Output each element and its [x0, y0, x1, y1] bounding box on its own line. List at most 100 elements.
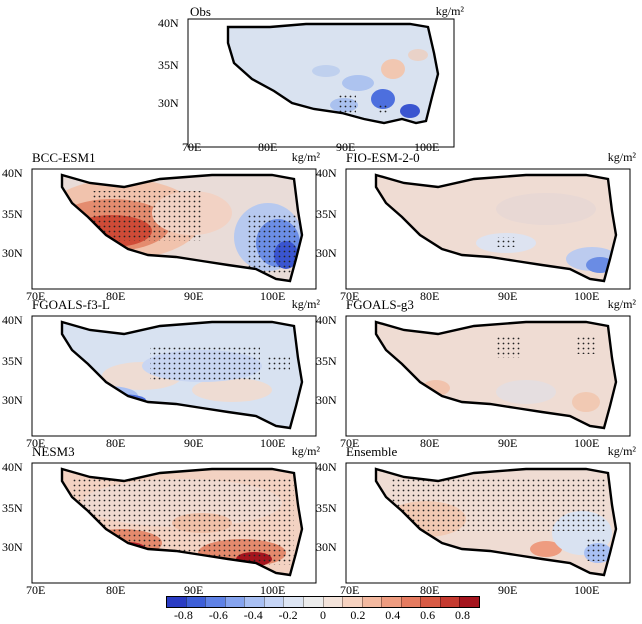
lat-tick: 40N: [2, 460, 23, 474]
lon-tick: 100E: [574, 436, 600, 450]
lat-tick: 35N: [2, 354, 23, 368]
lat-tick: 40N: [316, 460, 337, 474]
colorbar-swatch: [420, 597, 440, 607]
lat-tick: 30N: [2, 246, 23, 260]
colorbar-swatch: [439, 597, 460, 607]
colorbar-swatch: [361, 597, 382, 607]
panel-title: FGOALS-g3: [346, 297, 414, 312]
lon-tick: 100E: [260, 289, 286, 303]
plateau-boundary: [60, 320, 304, 430]
lon-tick: 80E: [420, 289, 440, 303]
panel-nesm3: NESM3 kg/m² 40N 35N 30N 70E 80E 90E 100E: [2, 444, 320, 597]
colorbar-label: 0: [320, 608, 326, 622]
colorbar-swatch: [167, 597, 186, 607]
lat-tick: 35N: [158, 58, 179, 72]
colorbar-swatch: [244, 597, 264, 607]
lat-tick: 30N: [158, 96, 179, 110]
lat-tick: 30N: [316, 393, 337, 407]
colorbar-swatch: [224, 597, 245, 607]
colorbar-swatch: [400, 597, 421, 607]
panel-fio: FIO-ESM-2-0 kg/m² 40N 35N 30N 70E 80E 90…: [316, 150, 636, 303]
lat-tick: 40N: [2, 166, 23, 180]
lon-tick: 100E: [414, 140, 440, 154]
panel-unit: kg/m²: [291, 150, 320, 164]
colorbar-swatch: [342, 597, 362, 607]
lat-tick: 30N: [316, 540, 337, 554]
panel-ensemble: Ensemble kg/m² 40N 35N 30N 70E 80E 90E 1…: [316, 444, 636, 597]
map-frame: [345, 315, 631, 437]
colorbar-swatches: [166, 596, 480, 608]
lon-tick: 80E: [420, 436, 440, 450]
lon-tick: 80E: [420, 583, 440, 597]
lon-tick: 70E: [26, 436, 46, 450]
map-frame: [345, 168, 631, 290]
lon-tick: 100E: [260, 436, 286, 450]
panel-unit: kg/m²: [607, 150, 636, 164]
panel-unit: kg/m²: [435, 4, 464, 18]
lat-tick: 35N: [316, 207, 337, 221]
lon-tick: 100E: [574, 289, 600, 303]
colorbar-label: -0.6: [208, 608, 228, 622]
panel-obs: Obs kg/m² 40N 35N 30N 70E 80E 90E 100E: [158, 4, 464, 154]
panel-title: BCC-ESM1: [32, 150, 96, 165]
colorbar-label: 0.6: [420, 608, 436, 622]
lat-tick: 30N: [2, 540, 23, 554]
lat-tick: 35N: [316, 354, 337, 368]
panel-title: FIO-ESM-2-0: [346, 150, 420, 165]
panel-title: Obs: [190, 4, 211, 19]
plateau-boundary: [374, 467, 618, 577]
panel-unit: kg/m²: [291, 297, 320, 311]
lon-tick: 100E: [574, 583, 600, 597]
lon-tick: 70E: [340, 436, 360, 450]
plateau-boundary: [374, 173, 618, 283]
panel-title: FGOALS-f3-L: [32, 297, 110, 312]
map-frame: [187, 18, 455, 148]
colorbar-swatch: [263, 597, 284, 607]
map-frame: [31, 168, 317, 290]
lon-tick: 90E: [184, 583, 204, 597]
lon-tick: 70E: [340, 583, 360, 597]
panel-title: Ensemble: [346, 444, 398, 459]
colorbar-swatch: [283, 597, 303, 607]
colorbar-label: -0.2: [278, 608, 298, 622]
colorbar-swatch: [185, 597, 206, 607]
panel-bcc: BCC-ESM1 kg/m² 40N 35N 30N 70E 80E 90E 1…: [2, 150, 320, 303]
colorbar-label: -0.4: [243, 608, 263, 622]
lon-tick: 100E: [260, 583, 286, 597]
lat-tick: 30N: [2, 393, 23, 407]
plateau-boundary: [374, 320, 618, 430]
colorbar: -0.8 -0.6 -0.4 -0.2 0 0.2 0.4 0.6 0.8: [166, 596, 480, 622]
lat-tick: 40N: [158, 16, 179, 30]
colorbar-swatch: [205, 597, 225, 607]
lat-tick: 35N: [2, 501, 23, 515]
lon-tick: 70E: [182, 140, 202, 154]
colorbar-label: 0.4: [385, 608, 401, 622]
lon-tick: 80E: [106, 289, 126, 303]
lon-tick: 80E: [258, 140, 278, 154]
map-frame: [31, 462, 317, 584]
lon-tick: 70E: [340, 289, 360, 303]
lon-tick: 70E: [26, 583, 46, 597]
colorbar-swatch: [459, 597, 479, 607]
lon-tick: 90E: [498, 289, 518, 303]
colorbar-swatch: [322, 597, 343, 607]
panel-fgoals-f3-l: FGOALS-f3-L kg/m² 40N 35N 30N 70E 80E 90…: [2, 297, 320, 450]
panel-unit: kg/m²: [607, 444, 636, 458]
panel-fgoals-g3: FGOALS-g3 kg/m² 40N 35N 30N 70E 80E 90E …: [316, 297, 636, 450]
lon-tick: 80E: [106, 436, 126, 450]
lon-tick: 90E: [184, 436, 204, 450]
lat-tick: 40N: [316, 313, 337, 327]
lon-tick: 70E: [26, 289, 46, 303]
colorbar-label: -0.8: [173, 608, 193, 622]
colorbar-label: 0.2: [350, 608, 366, 622]
lat-tick: 35N: [2, 207, 23, 221]
plateau-boundary: [60, 173, 304, 283]
map-frame: [345, 462, 631, 584]
lat-tick: 40N: [316, 166, 337, 180]
lon-tick: 90E: [498, 583, 518, 597]
lon-tick: 90E: [184, 289, 204, 303]
lon-tick: 90E: [336, 140, 356, 154]
lat-tick: 35N: [316, 501, 337, 515]
panel-unit: kg/m²: [291, 444, 320, 458]
map-frame: [31, 315, 317, 437]
